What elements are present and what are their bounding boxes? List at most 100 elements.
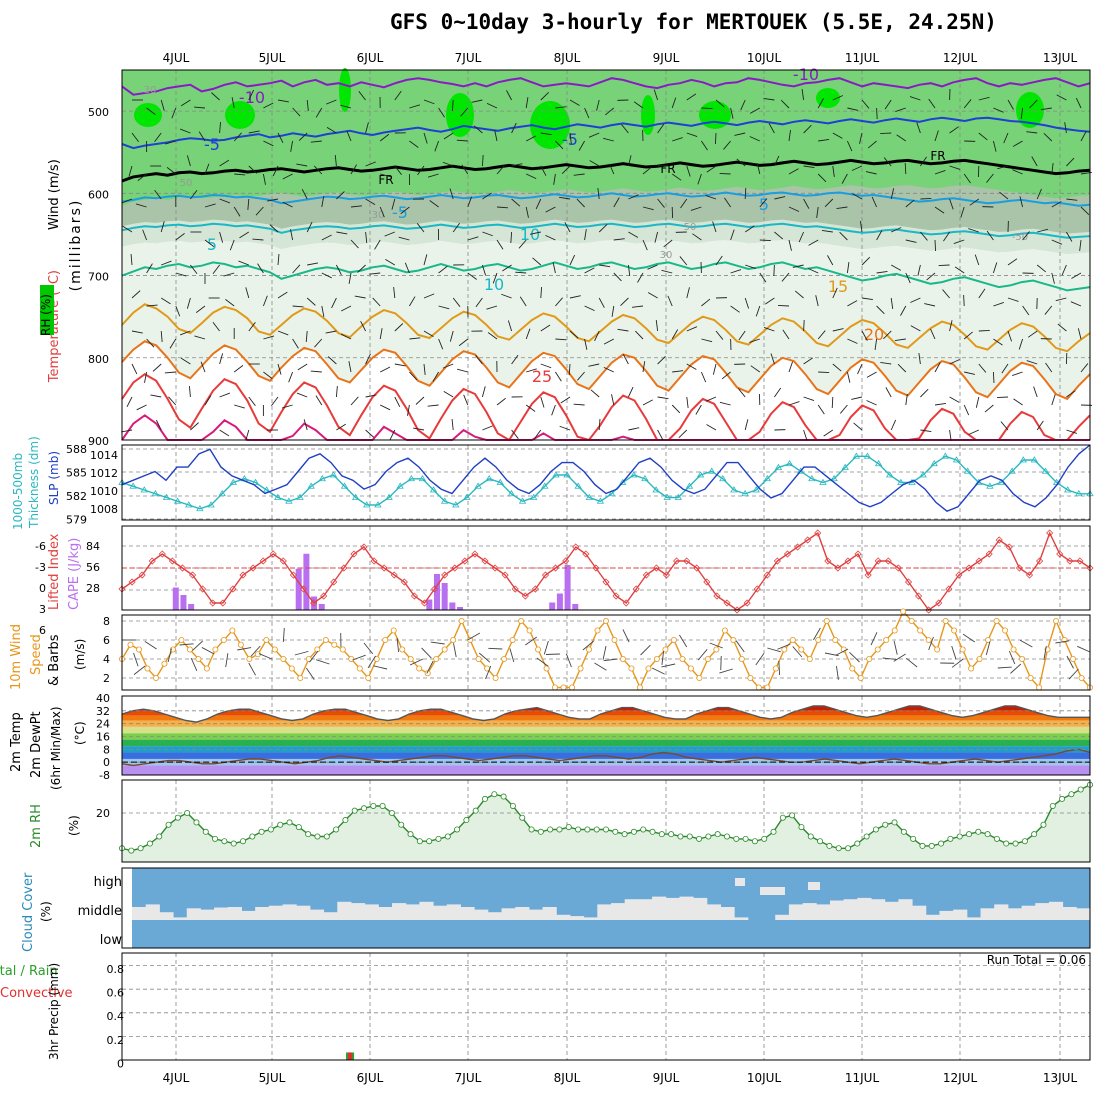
wind-barb xyxy=(1080,363,1089,373)
wind-barb xyxy=(335,264,342,276)
wind-barb xyxy=(1012,140,1023,147)
wind-barb xyxy=(774,387,782,398)
data-point xyxy=(435,835,442,842)
y-tick: 3 xyxy=(39,603,46,616)
cloud-bar xyxy=(528,909,544,920)
data-point xyxy=(509,802,516,809)
wind-barb xyxy=(142,229,148,241)
wind-barb xyxy=(905,272,911,284)
data-point xyxy=(152,675,159,682)
wind-barb xyxy=(686,287,690,299)
data-point xyxy=(535,646,542,653)
data-point xyxy=(713,592,721,600)
wind-barb xyxy=(978,132,988,141)
data-point xyxy=(289,571,297,579)
cloud-bar xyxy=(419,901,434,920)
data-point xyxy=(696,835,703,842)
data-point xyxy=(925,606,933,614)
contour-label: 50 xyxy=(684,222,697,233)
wind-barb xyxy=(179,330,191,336)
data-point xyxy=(385,493,393,500)
wind-barb xyxy=(357,264,366,273)
wind-barb xyxy=(992,371,995,384)
panel-precip-frame xyxy=(121,952,1091,1061)
cloud-bar xyxy=(214,907,229,920)
wind-barb xyxy=(195,305,206,313)
data-point xyxy=(379,802,386,809)
data-point xyxy=(258,828,265,835)
wind-barb xyxy=(238,260,249,266)
data-point xyxy=(129,482,137,489)
wind-barb xyxy=(555,297,563,307)
data-point xyxy=(251,478,260,485)
wind-barb xyxy=(219,231,224,243)
data-point xyxy=(492,675,499,682)
wind-barb xyxy=(1031,156,1038,167)
wind-barb xyxy=(918,353,921,365)
data-point xyxy=(742,835,749,842)
data-point xyxy=(640,826,647,833)
wind-barb xyxy=(584,229,587,241)
wind-barb xyxy=(836,206,848,209)
wind-barb xyxy=(861,297,873,300)
wind-barb xyxy=(305,330,308,342)
wind-barb xyxy=(788,206,800,212)
wind-barb xyxy=(954,266,965,274)
wind-barb xyxy=(467,236,479,241)
axis-unit: (millibars) xyxy=(68,199,84,292)
data-point xyxy=(741,489,749,497)
wind-barb xyxy=(642,239,648,251)
wind-barb xyxy=(519,296,527,307)
wind-barb xyxy=(589,160,600,167)
wind-barb xyxy=(509,648,515,663)
data-point xyxy=(773,557,781,565)
wind-barb xyxy=(561,165,571,174)
wind-barb xyxy=(661,269,673,274)
axis-label-minmax: (6hr Min/Max) xyxy=(49,707,63,791)
wind-barb xyxy=(501,293,512,299)
wind-barb xyxy=(150,394,162,398)
wind-barb xyxy=(654,231,659,243)
wind-barb xyxy=(525,328,531,340)
data-point xyxy=(174,814,181,821)
wind-barb xyxy=(190,657,198,671)
data-point xyxy=(209,599,217,607)
contour-label: -5 xyxy=(204,135,220,154)
wind-barb xyxy=(294,650,309,656)
wind-barb xyxy=(884,99,892,110)
data-point xyxy=(1002,627,1009,634)
data-point xyxy=(295,824,302,831)
wind-barb xyxy=(860,221,863,233)
cloud-bar xyxy=(1035,903,1050,920)
wind-barb xyxy=(916,122,921,134)
wind-barb xyxy=(719,172,731,175)
wind-barb xyxy=(204,163,210,175)
cloud-bar xyxy=(433,905,448,920)
wind-barb xyxy=(603,338,615,345)
wind-barb xyxy=(861,99,870,109)
wind-barb xyxy=(986,173,994,183)
wind-barb xyxy=(369,272,381,275)
wind-barb xyxy=(744,297,750,309)
data-point xyxy=(151,489,160,497)
data-point xyxy=(575,826,582,833)
wind-barb xyxy=(893,653,906,662)
wind-barb xyxy=(481,154,484,167)
data-point xyxy=(1031,831,1038,838)
data-point xyxy=(356,665,363,672)
isotherm-line xyxy=(121,261,1091,292)
temp-band xyxy=(122,706,1090,711)
wind-barb xyxy=(851,396,863,400)
data-point xyxy=(594,627,601,634)
wind-barb xyxy=(847,300,858,307)
wind-barb xyxy=(598,224,608,233)
wind-barb xyxy=(372,297,381,307)
y-tick: 585 xyxy=(66,467,87,480)
cape-bar xyxy=(188,604,195,610)
data-point xyxy=(262,486,271,493)
wind-barb xyxy=(679,634,688,648)
wind-barb xyxy=(773,264,775,277)
wind-barb xyxy=(306,297,316,306)
wind-barb xyxy=(695,404,702,415)
wind-barb xyxy=(697,173,702,185)
